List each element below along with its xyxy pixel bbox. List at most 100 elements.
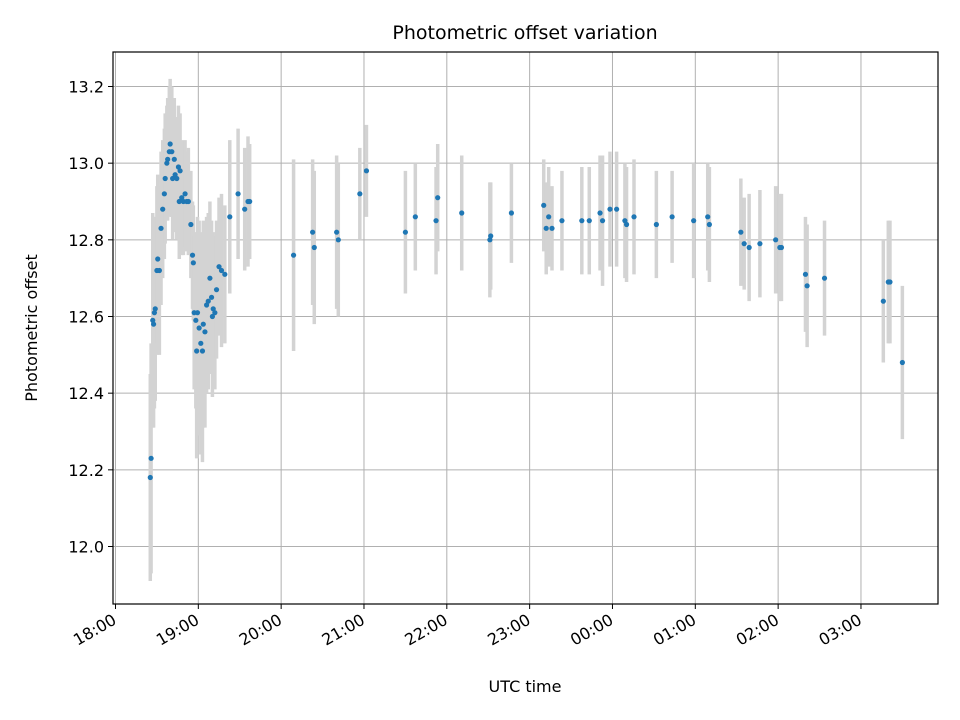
data-point [543, 225, 549, 231]
y-axis: 12.0 12.2 12.4 12.6 12.8 13.0 13.2 [68, 78, 113, 557]
data-point [193, 317, 199, 323]
y-tick-label: 12.6 [68, 308, 104, 327]
data-point [899, 359, 905, 366]
data-point [190, 260, 196, 266]
data-point [433, 218, 439, 224]
data-point [614, 206, 620, 212]
data-point [196, 325, 202, 331]
data-point [170, 175, 176, 182]
y-tick-label: 12.2 [68, 461, 104, 480]
data-point [247, 198, 253, 205]
data-point [821, 275, 828, 281]
data-point [177, 168, 183, 174]
data-point [205, 298, 211, 304]
data-point [167, 141, 173, 147]
data-point [199, 348, 206, 354]
y-tick-label: 12.8 [68, 231, 104, 250]
data-point [218, 267, 225, 274]
data-point [802, 271, 809, 277]
data-point [162, 175, 168, 182]
data-point [435, 195, 441, 201]
data-point [156, 267, 162, 274]
data-point [216, 264, 222, 270]
data-point [508, 210, 515, 216]
grid [113, 52, 938, 604]
data-point [412, 214, 418, 220]
data-point [559, 218, 565, 224]
x-axis-label: UTC time [489, 677, 562, 696]
y-tick-label: 12.4 [68, 384, 104, 403]
data-point [757, 241, 763, 247]
data-point [182, 191, 188, 197]
data-point [669, 214, 675, 220]
y-tick-label: 13.2 [68, 78, 104, 97]
data-point [599, 218, 606, 224]
data-point [185, 198, 191, 205]
data-point [147, 474, 153, 481]
data-point [706, 221, 712, 228]
y-tick-label: 13.0 [68, 154, 104, 173]
data-point [290, 252, 297, 258]
data-point [459, 210, 465, 216]
data-point [357, 191, 363, 197]
data-point [202, 329, 208, 335]
data-point [152, 306, 158, 312]
data-point [165, 156, 171, 162]
data-point [148, 455, 154, 461]
data-point [334, 229, 340, 235]
data-point [150, 321, 157, 327]
data-point [169, 149, 175, 155]
data-point [880, 298, 886, 304]
data-point [227, 214, 233, 220]
data-point [194, 310, 201, 316]
data-point [200, 321, 206, 327]
data-point [363, 168, 370, 174]
data-point [778, 244, 785, 251]
data-point [691, 218, 697, 224]
data-point [171, 156, 177, 162]
data-point [488, 233, 494, 239]
data-point [746, 244, 752, 251]
data-point [705, 214, 711, 220]
data-point [804, 283, 810, 289]
data-point [209, 313, 215, 320]
data-point [586, 218, 592, 224]
data-point [208, 294, 215, 300]
y-axis-label: Photometric offset [22, 254, 41, 402]
data-point [607, 206, 613, 212]
data-point [188, 221, 194, 228]
data-point [235, 191, 241, 197]
data-point [541, 202, 547, 208]
data-point [653, 221, 659, 228]
data-point [546, 214, 552, 220]
data-point [311, 244, 317, 251]
data-point [160, 206, 166, 212]
data-points [147, 141, 905, 481]
data-point [549, 225, 555, 231]
data-point [579, 218, 585, 224]
data-point [597, 210, 603, 216]
y-tick-label: 12.0 [68, 538, 104, 557]
data-point [212, 310, 218, 316]
data-point [738, 229, 744, 235]
data-point [222, 271, 228, 277]
data-point [623, 221, 630, 228]
data-point [335, 237, 341, 243]
data-point [189, 252, 196, 258]
data-point [213, 287, 220, 293]
plot-frame [112, 51, 939, 605]
data-point [194, 348, 200, 354]
data-point [310, 229, 316, 235]
data-point [773, 237, 779, 243]
data-point [207, 275, 213, 281]
data-point [242, 206, 248, 212]
data-point [161, 191, 167, 197]
chart-title: Photometric offset variation [392, 22, 657, 44]
data-point [176, 198, 182, 205]
data-point [198, 340, 204, 346]
data-point [631, 214, 637, 220]
data-point [402, 229, 408, 235]
data-point [887, 279, 893, 285]
